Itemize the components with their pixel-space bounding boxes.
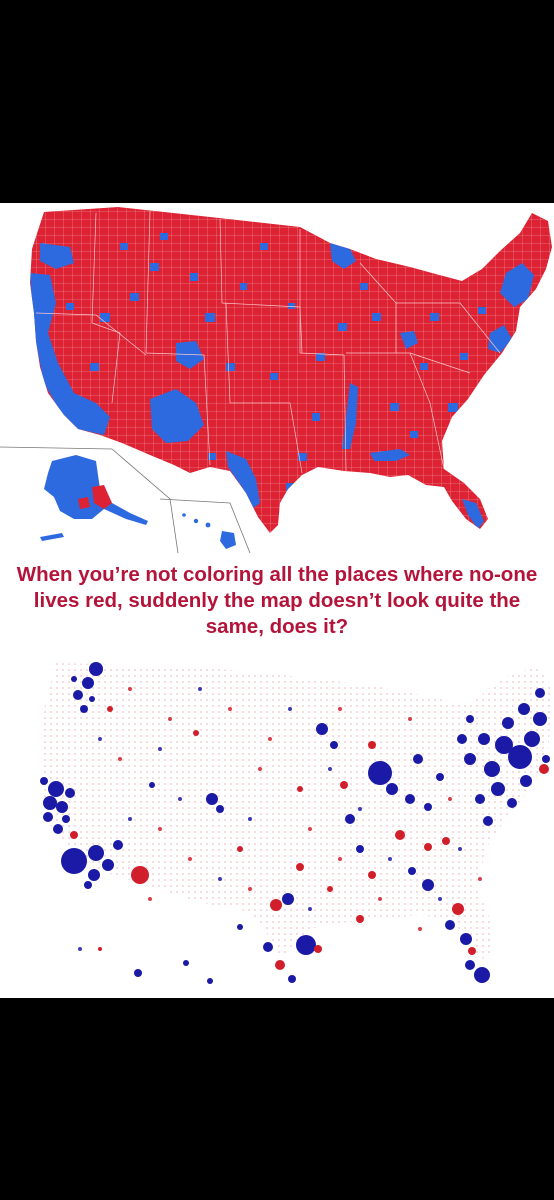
- inset-divider: [159, 498, 251, 553]
- caption: When you’re not coloring all the places …: [0, 555, 554, 647]
- caption-text: When you’re not coloring all the places …: [16, 563, 538, 638]
- bubbles-blue: [40, 662, 550, 984]
- hawaii-map: [182, 513, 236, 549]
- bubbles-red: [70, 706, 549, 970]
- meme-panel: When you’re not coloring all the places …: [0, 203, 554, 998]
- alaska-map: [40, 455, 148, 541]
- population-bubble-map: [40, 662, 552, 984]
- inset-divider: [0, 446, 179, 553]
- county-choropleth-map: [0, 207, 552, 553]
